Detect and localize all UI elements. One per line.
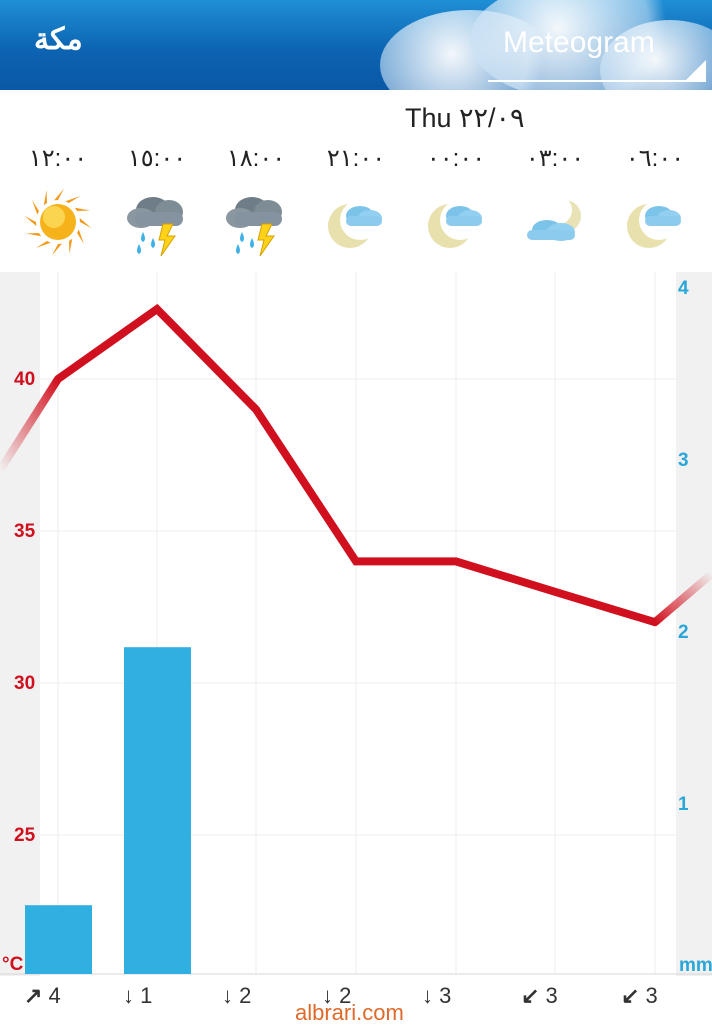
wind-speed: 1 xyxy=(134,983,152,1008)
city-name[interactable]: مكة xyxy=(34,22,83,57)
time-label: ٠٣:٠٠ xyxy=(505,144,605,173)
right-axis-unit: mm xyxy=(679,955,712,977)
time-label: ١٨:٠٠ xyxy=(206,144,306,173)
wind-speed: 4 xyxy=(42,983,60,1008)
wind-indicator: ↓ 3 xyxy=(422,983,451,1009)
dropdown-triangle-icon[interactable] xyxy=(686,60,706,80)
precipitation-bar xyxy=(124,647,191,974)
wind-indicator: ↙ 3 xyxy=(521,983,558,1009)
moon-cloud-icon xyxy=(316,182,396,262)
view-title[interactable]: Meteogram xyxy=(503,26,655,60)
wind-indicator: ↓ 2 xyxy=(222,983,251,1009)
thunderstorm-rain-icon xyxy=(117,182,197,262)
sun-icon xyxy=(18,182,98,262)
wind-speed: 3 xyxy=(539,983,557,1008)
app-header: مكة Meteogram xyxy=(0,0,712,90)
wind-arrow-icon: ↓ xyxy=(222,983,233,1008)
left-axis-tick-label: 40 xyxy=(14,369,35,391)
time-label: ٢١:٠٠ xyxy=(306,144,406,173)
wind-arrow-icon: ↙ xyxy=(521,983,539,1008)
thunderstorm-rain-icon xyxy=(216,182,296,262)
wind-speed: 3 xyxy=(433,983,451,1008)
precipitation-bar xyxy=(25,905,92,974)
left-axis-unit: °C xyxy=(2,954,23,976)
time-label: ١٥:٠٠ xyxy=(107,144,207,173)
date-label: Thu ٢٢/٠٩ xyxy=(405,103,525,134)
left-axis-tick-label: 25 xyxy=(14,825,35,847)
moon-cloud-icon xyxy=(615,182,695,262)
wind-indicator: ↙ 3 xyxy=(621,983,658,1009)
wind-arrow-icon: ↗ xyxy=(24,983,42,1008)
wind-indicator: ↓ 1 xyxy=(123,983,152,1009)
right-axis-tick-label: 2 xyxy=(678,622,689,644)
time-label: ٠٦:٠٠ xyxy=(605,144,705,173)
right-axis-tick-label: 3 xyxy=(678,450,689,472)
wind-arrow-icon: ↓ xyxy=(123,983,134,1008)
meteogram-chart xyxy=(0,272,712,976)
watermark: albrari.com xyxy=(295,1000,404,1026)
right-axis-tick-label: 1 xyxy=(678,794,689,816)
time-label: ١٢:٠٠ xyxy=(8,144,108,173)
wind-indicator: ↗ 4 xyxy=(24,983,61,1009)
left-axis-tick-label: 30 xyxy=(14,673,35,695)
right-axis-tick-label: 4 xyxy=(678,278,689,300)
wind-arrow-icon: ↙ xyxy=(621,983,639,1008)
wind-arrow-icon: ↓ xyxy=(422,983,433,1008)
left-axis-tick-label: 35 xyxy=(14,521,35,543)
title-underline xyxy=(488,80,706,82)
wind-speed: 3 xyxy=(639,983,657,1008)
cloud-moon-icon xyxy=(515,182,595,262)
time-label: ٠٠:٠٠ xyxy=(406,144,506,173)
wind-speed: 2 xyxy=(233,983,251,1008)
moon-cloud-icon xyxy=(416,182,496,262)
